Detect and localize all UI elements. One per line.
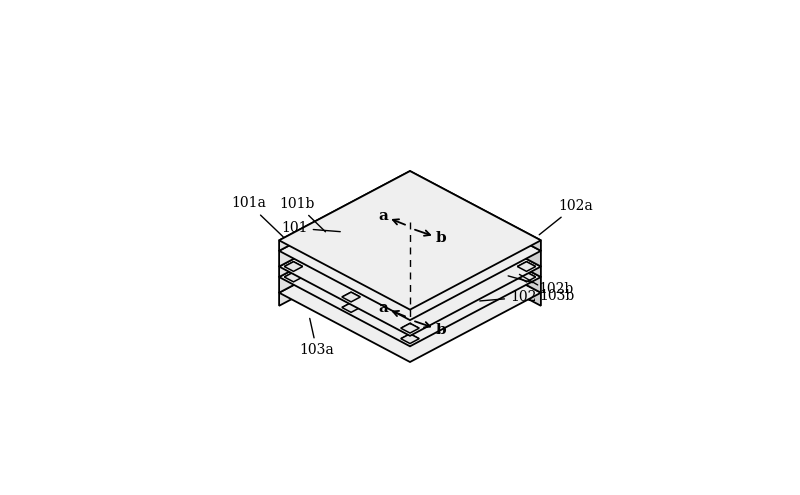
Polygon shape <box>518 272 536 282</box>
Polygon shape <box>279 208 541 346</box>
Polygon shape <box>410 223 541 306</box>
Polygon shape <box>279 208 410 293</box>
Polygon shape <box>401 210 419 220</box>
Polygon shape <box>410 334 419 339</box>
Text: 102: 102 <box>480 291 536 304</box>
Polygon shape <box>401 334 410 339</box>
Polygon shape <box>314 252 438 318</box>
Polygon shape <box>351 302 360 307</box>
Polygon shape <box>294 262 302 266</box>
Polygon shape <box>401 217 506 282</box>
Polygon shape <box>342 302 360 312</box>
Polygon shape <box>382 217 506 283</box>
Polygon shape <box>401 200 410 205</box>
Text: b: b <box>435 231 446 245</box>
Text: a: a <box>378 301 388 315</box>
Polygon shape <box>279 171 541 310</box>
Polygon shape <box>351 292 360 297</box>
Polygon shape <box>329 241 346 259</box>
Polygon shape <box>458 241 477 250</box>
Polygon shape <box>279 197 541 336</box>
Polygon shape <box>410 323 419 328</box>
Polygon shape <box>334 252 438 317</box>
Text: 103a: 103a <box>299 318 334 357</box>
Polygon shape <box>410 197 541 277</box>
Polygon shape <box>342 302 351 307</box>
Polygon shape <box>401 200 419 210</box>
Polygon shape <box>389 188 406 206</box>
Polygon shape <box>348 235 472 300</box>
Text: 101b: 101b <box>279 197 326 232</box>
Polygon shape <box>279 223 541 362</box>
Polygon shape <box>367 235 472 299</box>
Polygon shape <box>518 262 536 271</box>
Polygon shape <box>458 231 467 235</box>
Polygon shape <box>379 202 484 267</box>
Text: a: a <box>378 209 388 223</box>
Polygon shape <box>336 216 353 235</box>
Polygon shape <box>284 262 302 271</box>
Polygon shape <box>467 231 477 235</box>
Polygon shape <box>362 202 379 221</box>
Polygon shape <box>389 188 510 252</box>
Polygon shape <box>284 262 294 266</box>
Polygon shape <box>458 231 477 240</box>
Polygon shape <box>526 262 536 266</box>
Polygon shape <box>410 171 541 251</box>
Polygon shape <box>410 200 419 205</box>
Polygon shape <box>401 323 419 333</box>
Polygon shape <box>336 216 458 281</box>
Text: 103b: 103b <box>519 274 574 303</box>
Polygon shape <box>279 182 541 320</box>
Polygon shape <box>342 292 360 302</box>
Polygon shape <box>279 182 410 266</box>
Polygon shape <box>342 292 351 297</box>
Text: 101a: 101a <box>231 197 283 237</box>
Polygon shape <box>329 241 431 295</box>
Polygon shape <box>279 171 410 251</box>
Polygon shape <box>284 272 294 277</box>
Polygon shape <box>518 272 526 277</box>
Polygon shape <box>353 216 458 281</box>
Polygon shape <box>346 241 431 295</box>
Text: 102b: 102b <box>508 276 573 296</box>
Polygon shape <box>410 210 419 215</box>
Polygon shape <box>401 334 419 344</box>
Polygon shape <box>458 241 467 246</box>
Polygon shape <box>410 208 541 293</box>
Text: b: b <box>435 323 446 337</box>
Text: 102a: 102a <box>539 198 593 235</box>
Polygon shape <box>279 223 410 306</box>
Polygon shape <box>410 182 541 266</box>
Polygon shape <box>362 202 484 267</box>
Polygon shape <box>467 241 477 246</box>
Polygon shape <box>401 323 410 328</box>
Polygon shape <box>314 252 334 272</box>
Polygon shape <box>294 272 302 277</box>
Polygon shape <box>382 217 401 237</box>
Text: 101: 101 <box>282 221 340 235</box>
Polygon shape <box>284 272 302 282</box>
Polygon shape <box>518 262 526 266</box>
Polygon shape <box>279 197 410 277</box>
Polygon shape <box>401 210 410 215</box>
Polygon shape <box>348 235 367 254</box>
Polygon shape <box>406 188 510 253</box>
Polygon shape <box>526 272 536 277</box>
